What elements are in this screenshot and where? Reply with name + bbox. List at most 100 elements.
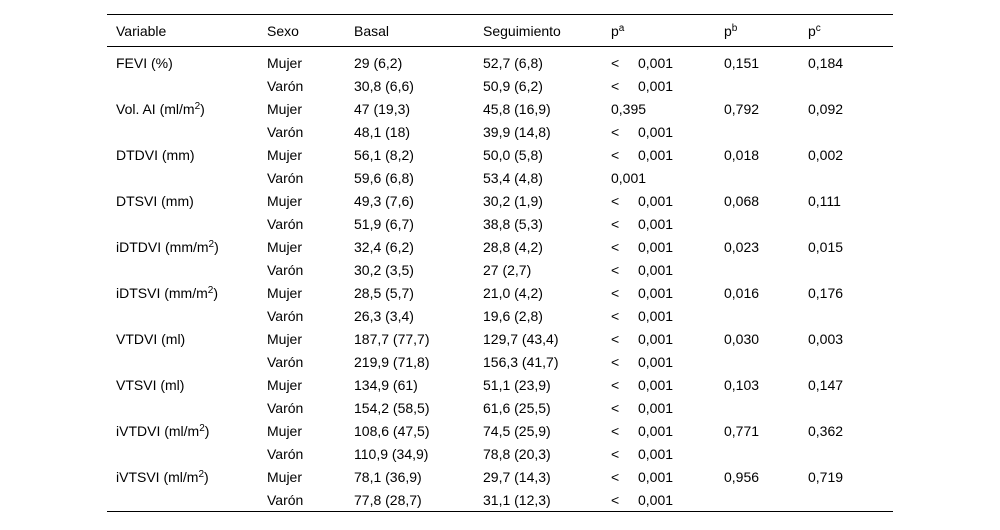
less-than-sign: < [611,123,620,140]
p-c-cell [799,120,893,143]
variable-unit-superscript: 2 [199,422,205,434]
table-row: Varón 30,2 (3,5) 27 (2,7) <0,001 [107,258,893,281]
p-a-value: 0,001 [638,215,674,232]
p-b-cell: 0,151 [724,54,760,71]
basal-cell: 110,9 (34,9) [354,445,429,462]
variable-cell [107,212,258,235]
sexo-cell: Mujer [267,100,303,117]
seguimiento-cell: 53,4 (4,8) [483,169,543,186]
basal-cell: 47 (19,3) [354,100,411,117]
variable-unit-superscript: 2 [198,468,205,480]
sexo-cell: Varón [267,123,304,140]
p-a-cell: <0,001 [602,120,715,143]
basal-cell: 48,1 (18) [354,123,411,140]
less-than-sign: < [611,307,620,324]
table-row: Varón 30,8 (6,6) 50,9 (6,2) <0,001 [107,74,893,97]
seguimiento-cell: 52,7 (6,8) [483,54,543,71]
seguimiento-cell: 31,1 (12,3) [483,491,551,508]
sexo-cell: Mujer [267,468,303,485]
p-a-value: 0,395 [611,100,647,117]
p-a-cell: <0,001 [602,327,715,350]
variable-unit-suffix: ) [214,238,219,255]
variable-cell: iDTDVI (mm/m2) [107,235,258,258]
seguimiento-cell: 19,6 (2,8) [483,307,543,324]
variable-cell [107,304,258,327]
p-a-cell: <0,001 [602,442,715,465]
less-than-sign: < [611,353,620,370]
p-a-cell: <0,001 [602,189,715,212]
p-c-cell: 0,147 [808,376,844,393]
header-p-b-label: p [724,22,732,39]
p-b-cell [715,442,799,465]
header-p-c-label: p [808,22,816,39]
variable-name: iVTSVI (ml/m [116,468,199,485]
p-a-cell: <0,001 [602,350,715,373]
p-c-cell: 0,184 [808,54,844,71]
table-row: Varón 110,9 (34,9) 78,8 (20,3) <0,001 [107,442,893,465]
table-row: VTSVI (ml) Mujer 134,9 (61) 51,1 (23,9) <0,0… [107,373,893,396]
less-than-sign: < [611,261,620,278]
less-than-sign: < [611,192,620,209]
seguimiento-cell: 74,5 (25,9) [483,422,551,439]
p-a-cell: <0,001 [602,419,715,442]
seguimiento-cell: 45,8 (16,9) [483,100,551,117]
p-a-value: 0,001 [611,169,647,186]
sexo-cell: Mujer [267,422,303,439]
table-row: iDTDVI (mm/m2) Mujer 32,4 (6,2) 28,8 (4,2) <… [107,235,893,258]
header-variable: Variable [116,22,167,39]
sexo-cell: Mujer [267,376,303,393]
variable-cell [107,396,258,419]
basal-cell: 49,3 (7,6) [354,192,414,209]
variable-cell: iDTSVI (mm/m2) [107,281,258,304]
p-a-cell: <0,001 [602,143,715,166]
p-c-cell [799,74,893,97]
variable-cell: VTDVI (ml) [107,327,258,350]
sexo-cell: Varón [267,353,304,370]
basal-cell: 30,8 (6,6) [354,77,414,94]
basal-cell: 77,8 (28,7) [354,491,422,508]
seguimiento-cell: 61,6 (25,5) [483,399,551,416]
seguimiento-cell: 50,0 (5,8) [483,146,543,163]
p-a-value: 0,001 [638,330,674,347]
sexo-cell: Varón [267,445,304,462]
p-c-cell: 0,111 [808,192,841,209]
table-row: DTDVI (mm) Mujer 56,1 (8,2) 50,0 (5,8) <0,00… [107,143,893,166]
p-b-cell [715,396,799,419]
table-row: Varón 48,1 (18) 39,9 (14,8) <0,001 [107,120,893,143]
sexo-cell: Varón [267,491,304,508]
variable-cell [107,166,258,189]
variable-name: DTDVI (mm) [116,146,195,163]
sexo-cell: Varón [267,215,304,232]
basal-cell: 30,2 (3,5) [354,261,414,278]
p-c-cell [799,258,893,281]
p-a-value: 0,001 [638,445,674,462]
variable-unit-suffix: ) [204,422,210,439]
seguimiento-cell: 51,1 (23,9) [483,376,551,393]
variable-unit-superscript: 2 [194,100,201,112]
sexo-cell: Mujer [267,238,303,255]
results-table: Variable Sexo Basal Seguimiento pa pb pc… [107,14,893,512]
p-c-cell: 0,176 [808,284,844,301]
p-c-cell [799,304,893,327]
header-row: Variable Sexo Basal Seguimiento pa pb pc [107,14,893,47]
table-row: Vol. AI (ml/m2) Mujer 47 (19,3) 45,8 (16,9)… [107,97,893,120]
sexo-cell: Varón [267,77,304,94]
variable-name: FEVI (%) [116,54,173,71]
p-b-cell: 0,771 [724,422,760,439]
variable-cell [107,74,258,97]
p-b-cell: 0,068 [724,192,760,209]
p-c-cell [799,166,893,189]
p-b-cell [715,74,799,97]
less-than-sign: < [611,54,620,71]
sexo-cell: Mujer [267,192,303,209]
variable-unit-suffix: ) [213,284,218,301]
variable-cell: iVTSVI (ml/m2) [107,465,258,488]
p-b-cell: 0,016 [724,284,760,301]
p-a-value: 0,001 [638,54,674,71]
p-b-cell: 0,103 [724,376,760,393]
p-a-value: 0,001 [638,491,674,508]
table-row: Varón 77,8 (28,7) 31,1 (12,3) <0,001 [107,488,893,512]
variable-name: Vol. AI (ml/m [116,100,195,117]
p-a-value: 0,001 [638,238,674,255]
p-a-cell: 0,395 [602,97,715,120]
